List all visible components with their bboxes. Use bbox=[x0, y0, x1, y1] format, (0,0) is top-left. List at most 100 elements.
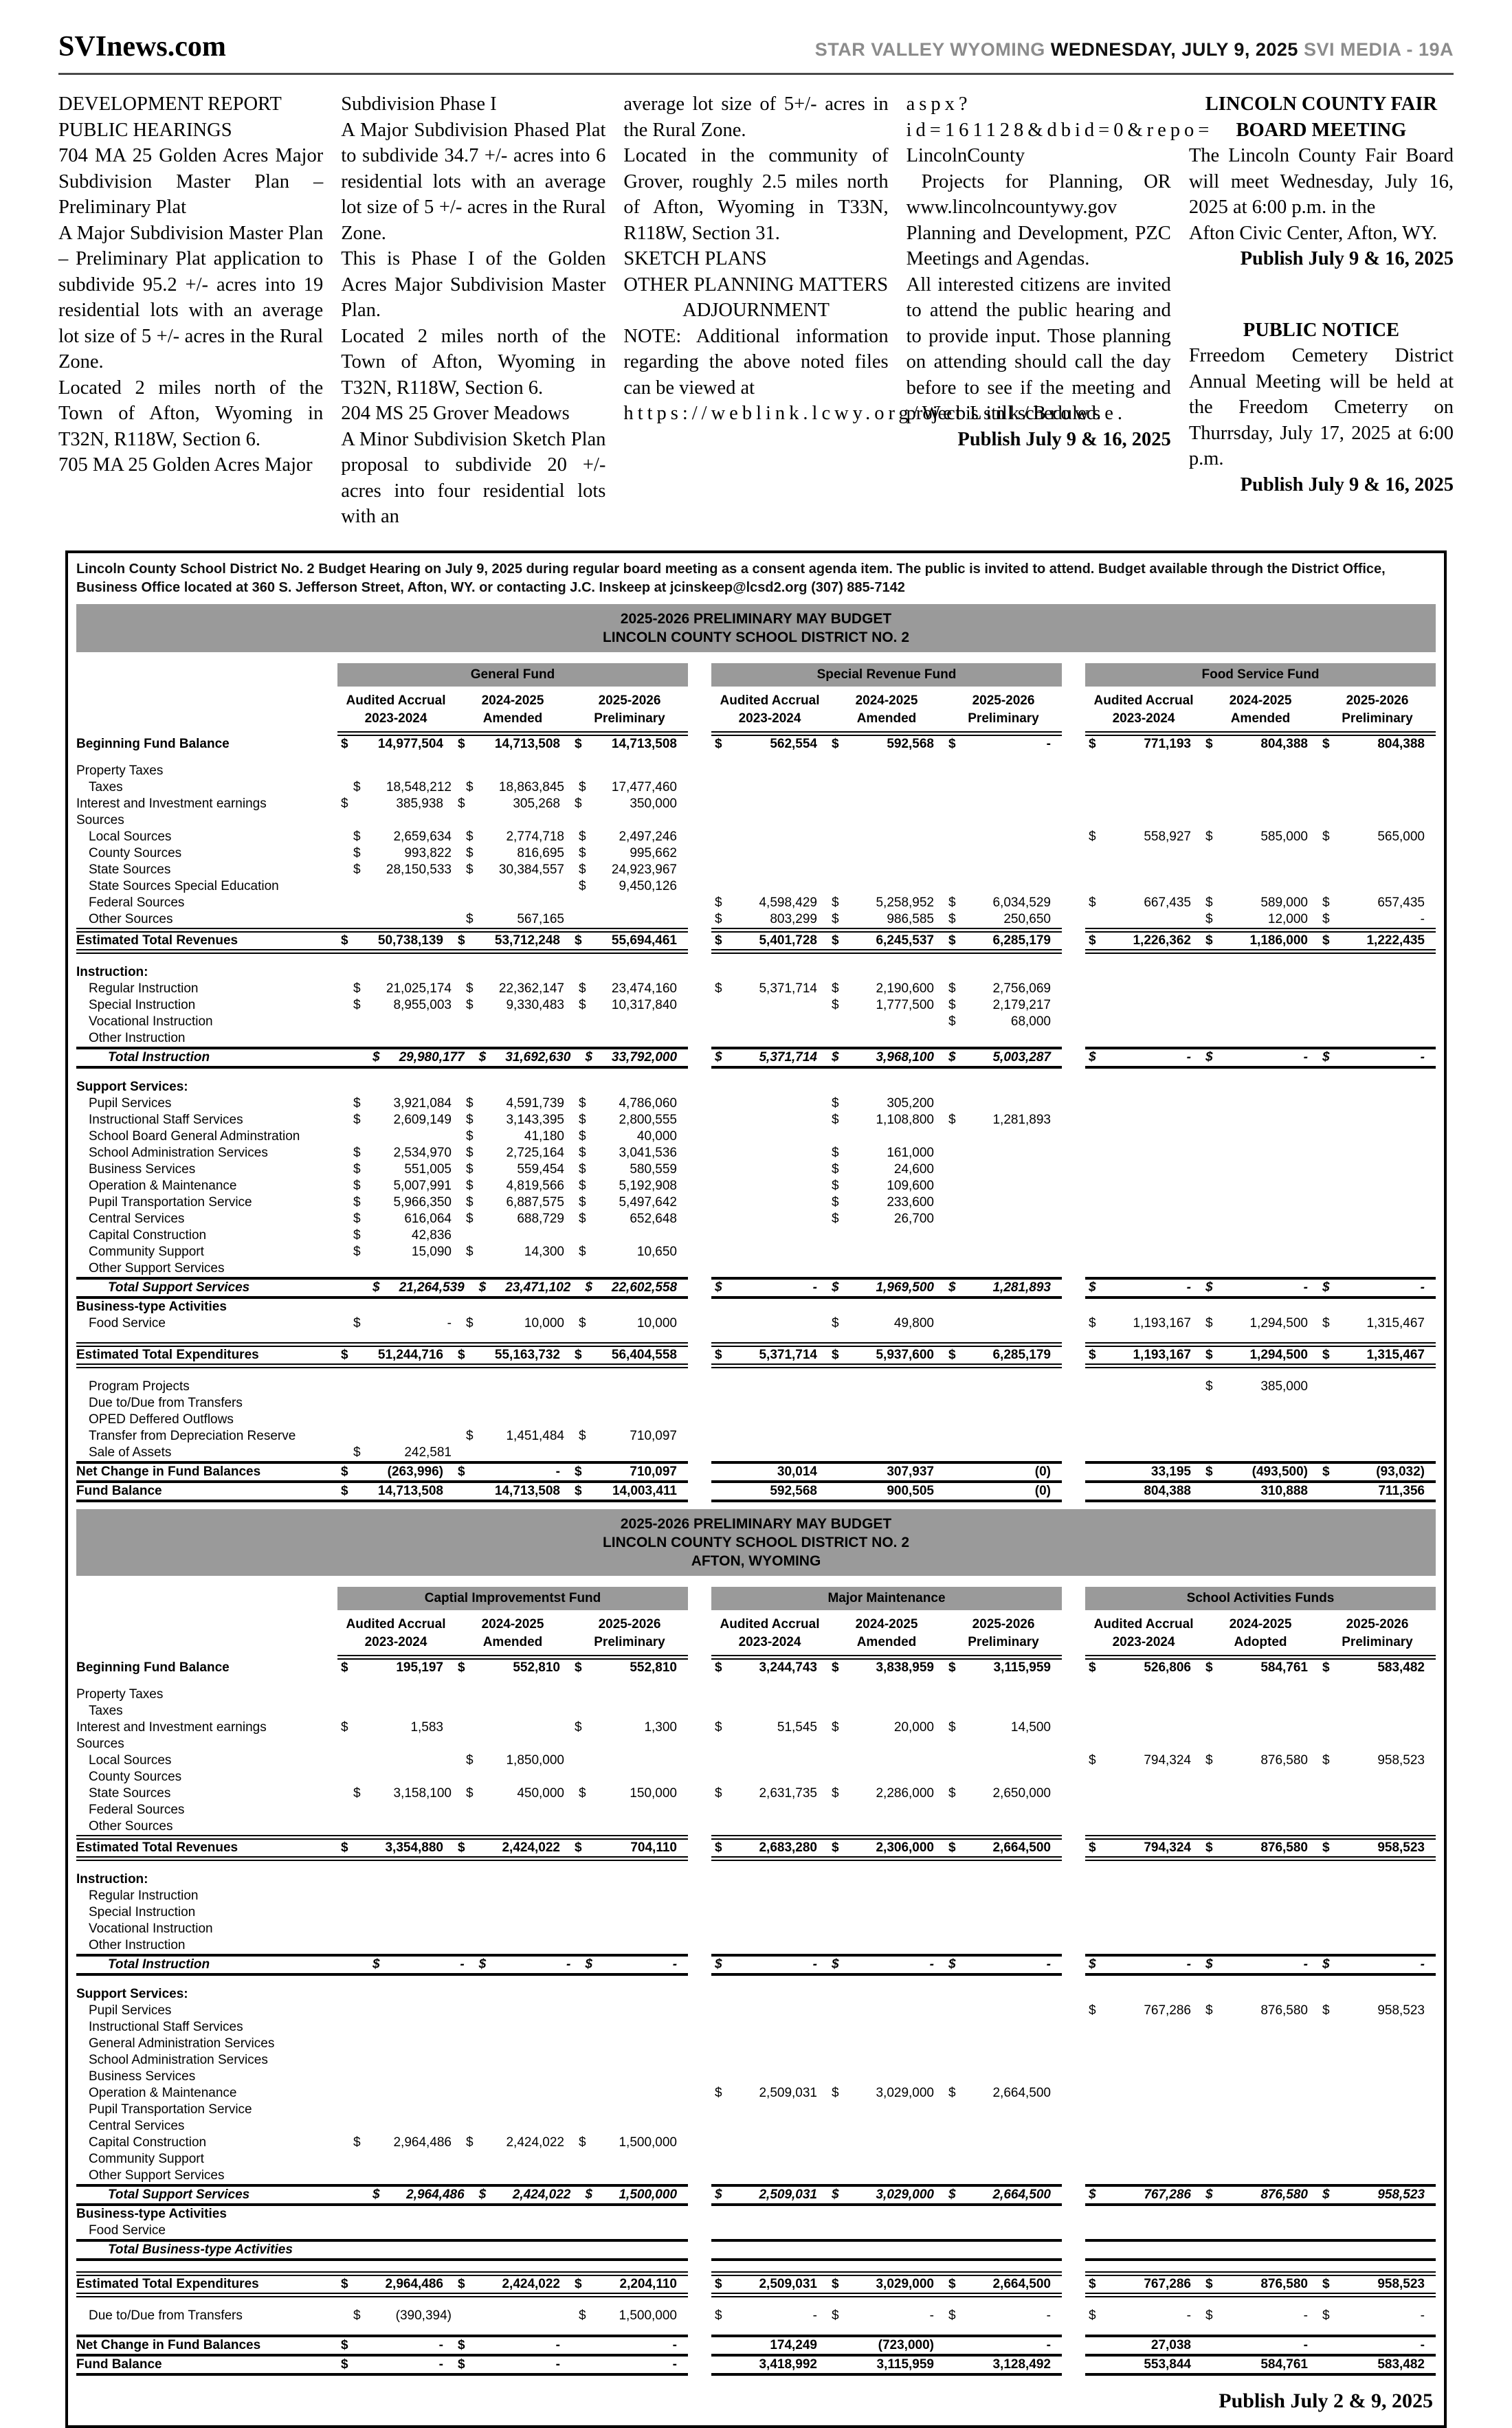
table-row: Business Services $551,005 $559,454 $580,55… bbox=[76, 1161, 1436, 1178]
dollar-sign bbox=[350, 1260, 370, 1277]
amount-cell bbox=[337, 964, 454, 981]
amount-value: 652,648 bbox=[630, 1211, 677, 1226]
amount-value: 552,810 bbox=[630, 1660, 677, 1675]
amount-cell bbox=[1202, 2168, 1319, 2184]
budget-section-title: 2025-2026 PRELIMINARY MAY BUDGET LINCOLN … bbox=[76, 603, 1436, 652]
amount-value: 6,887,575 bbox=[506, 1194, 564, 1210]
row-segment: County Sources bbox=[76, 1769, 688, 1785]
amount-value: 53,712,248 bbox=[494, 933, 560, 948]
amount-cell bbox=[575, 1014, 688, 1030]
amount-cell bbox=[350, 1921, 463, 1937]
amount-value bbox=[1339, 1921, 1436, 1937]
dollar-sign bbox=[463, 2168, 482, 2184]
dollar-sign bbox=[1202, 1112, 1222, 1128]
fund-column-headers: Audited Accrual 2023-2024 2024-2025 Amended… bbox=[711, 689, 1062, 736]
amount-value bbox=[848, 1395, 945, 1412]
dollar-sign bbox=[1319, 796, 1339, 812]
dollar-sign: $ bbox=[1205, 1464, 1213, 1479]
amount-value bbox=[848, 1769, 945, 1785]
amount-value bbox=[482, 2308, 575, 2324]
amount-cell bbox=[1085, 2168, 1202, 2184]
amount-value bbox=[1105, 862, 1202, 878]
dollar-sign bbox=[337, 763, 357, 779]
amount-cell: $5,371,714 bbox=[711, 1049, 828, 1066]
amount-cell bbox=[945, 1030, 1062, 1047]
amount-value: 1,500,000 bbox=[619, 2135, 677, 2150]
budget-row-label: Fund Balance bbox=[76, 1483, 162, 1498]
amount-cell bbox=[1319, 878, 1436, 895]
column-gap bbox=[1062, 997, 1085, 1014]
amount-cell bbox=[945, 829, 1062, 845]
budget-row-label: School Board General Adminstration bbox=[89, 1128, 300, 1144]
dollar-sign bbox=[1085, 1412, 1105, 1428]
dollar-sign bbox=[828, 2206, 848, 2223]
budget-row-label: Regular Instruction bbox=[89, 981, 199, 996]
dollar-sign: $ bbox=[948, 933, 956, 948]
table-row: Local Sources $2,659,634 $2,774,718 $2,497,… bbox=[76, 829, 1436, 845]
amount-cell: $1,969,500 bbox=[828, 1280, 945, 1296]
amount-value: 710,097 bbox=[630, 1428, 677, 1443]
row-segment: Estimated Total Revenues $3,354,880 $2,424… bbox=[76, 1834, 688, 1861]
amount-value: 688,729 bbox=[517, 1211, 564, 1226]
budget-row-label: Instruction: bbox=[76, 964, 148, 979]
amount-cell bbox=[1202, 964, 1319, 981]
dollar-sign bbox=[1202, 1483, 1222, 1500]
dollar-sign bbox=[1202, 964, 1222, 981]
fund-group-1: $28,150,533 $30,384,557 $24,923,967 bbox=[350, 862, 688, 878]
amount-cell bbox=[945, 862, 1062, 878]
dollar-sign bbox=[711, 2242, 731, 2258]
amount-cell bbox=[350, 1379, 463, 1395]
dollar-sign: $ bbox=[948, 736, 956, 751]
fund-group-3: Food Service Fund bbox=[1085, 662, 1436, 687]
amount-value bbox=[965, 2168, 1062, 2184]
amount-value: 794,324 bbox=[1144, 1752, 1191, 1768]
fund-group-3: $794,324 $876,580 $958,523 bbox=[1085, 1834, 1436, 1861]
amount-value bbox=[1222, 997, 1319, 1014]
dollar-sign bbox=[454, 1079, 474, 1095]
row-segment: Community Support bbox=[76, 2151, 688, 2168]
column-gap bbox=[688, 1921, 711, 1937]
fund-group-3 bbox=[1085, 763, 1436, 779]
amount-value: - bbox=[1420, 2308, 1425, 2323]
amount-value bbox=[482, 2118, 575, 2135]
table-row: Special Instruction $8,955,003 $9,330,483 $… bbox=[76, 997, 1436, 1014]
amount-value bbox=[474, 1986, 571, 2003]
dollar-sign: $ bbox=[575, 1719, 582, 1735]
dollar-sign bbox=[454, 1719, 474, 1736]
amount-value: - bbox=[1420, 1049, 1425, 1065]
amount-cell bbox=[1085, 1244, 1202, 1260]
amount-value bbox=[1339, 2223, 1436, 2239]
amount-value: 5,497,642 bbox=[619, 1194, 677, 1210]
dollar-sign bbox=[945, 763, 965, 779]
amount-cell bbox=[711, 1686, 828, 1703]
amount-cell: $580,559 bbox=[575, 1161, 688, 1178]
amount-value bbox=[482, 1769, 575, 1785]
column-gap bbox=[1062, 1079, 1085, 1095]
dollar-sign bbox=[711, 2019, 731, 2036]
dollar-sign bbox=[828, 1937, 848, 1954]
amount-value: 41,180 bbox=[524, 1128, 564, 1144]
column-gap bbox=[1062, 1835, 1085, 1861]
fund-group-1: $3,921,084 $4,591,739 $4,786,060 bbox=[350, 1095, 688, 1112]
amount-value bbox=[1339, 1112, 1436, 1128]
dollar-sign: $ bbox=[341, 933, 348, 948]
amount-cell bbox=[463, 1445, 575, 1461]
dollar-sign bbox=[1319, 2223, 1339, 2239]
amount-value: 1,315,467 bbox=[1366, 1347, 1425, 1362]
amount-value bbox=[965, 2019, 1062, 2036]
amount-cell bbox=[711, 1871, 828, 1888]
amount-cell: 174,249 bbox=[711, 2337, 828, 2354]
fund-group-1 bbox=[350, 2085, 688, 2102]
amount-cell bbox=[711, 1428, 828, 1445]
fund-group-3: $767,286 $876,580 $958,523 bbox=[1085, 2003, 1436, 2019]
amount-cell bbox=[1319, 2135, 1436, 2151]
dollar-sign: $ bbox=[948, 1660, 956, 1675]
amount-value: - bbox=[555, 2357, 560, 2372]
amount-value: 2,306,000 bbox=[876, 1840, 934, 1855]
dollar-sign bbox=[1202, 878, 1222, 895]
amount-value: 1,294,500 bbox=[1249, 1347, 1308, 1362]
amount-cell bbox=[711, 779, 828, 796]
amount-cell bbox=[575, 1395, 688, 1412]
amount-cell: $2,424,022 bbox=[476, 2187, 582, 2203]
amount-cell bbox=[575, 2036, 688, 2052]
